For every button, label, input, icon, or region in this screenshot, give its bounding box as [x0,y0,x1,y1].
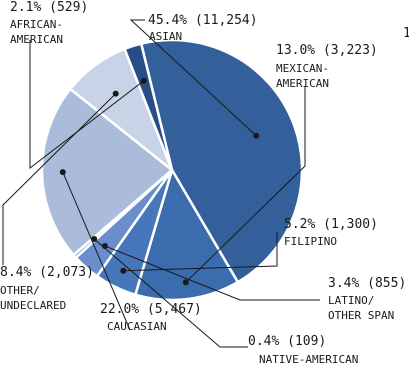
slice-value-filipino: 5.2% (1,300) [284,217,378,232]
pie-slice-caucasian [40,87,174,257]
leader-line-filipino [123,232,278,272]
slice-label-mexican-american-line-1: MEXICAN- [276,62,329,75]
leader-dot-caucasian [59,169,66,176]
slice-value-mexican-american: 13.0% (3,223) [276,43,378,58]
pie-slice-asian [139,38,304,284]
leader-line-latino-other-spanish [104,245,320,301]
slice-label-latino-other-spanish-line-2: OTHER SPAN [328,309,394,322]
slice-label-mexican-american-line-2: AMERICAN [276,77,329,90]
pie-slice-african-american [123,42,174,172]
slice-label-african-american-line-1: AFRICAN- [10,18,63,31]
leader-line-mexican-american [185,87,306,283]
leader-dot-other-undeclared [112,90,119,97]
pie-slices [40,38,304,302]
slice-label-caucasian: CAUCASIAN [107,320,167,333]
leader-dot-mexican-american [182,279,189,286]
leader-dot-native-american [91,236,98,242]
leader-dot-filipino [120,267,127,274]
leader-line-african-american [29,40,145,170]
slice-label-latino-other-spanish-line-1: LATINO/ [328,294,374,307]
slice-label-african-american-line-2: AMERICAN [10,33,63,46]
leader-line-native-american [93,238,248,348]
leader-dot-african-american [140,77,147,84]
slice-value-native-american: 0.4% (109) [248,334,326,349]
leader-dot-asian [253,132,260,139]
slice-value-other-undeclared: 8.4% (2,073) [0,265,94,280]
slice-value-asian: 45.4% (11,254) [148,13,258,28]
slice-value-african-american: 2.1% (529) [10,0,88,15]
slice-label-other-undeclared-line-2: UNDECLARED [0,299,66,312]
slice-label-other-undeclared-line-1: OTHER/ [0,284,40,297]
leader-line-caucasian [62,171,131,331]
slice-label-native-american: NATIVE-AMERICAN [259,353,358,366]
slice-value-latino-other-spanish: 3.4% (855) [328,276,406,291]
slice-value-caucasian: 22.0% (5,467) [100,302,202,317]
leader-line-asian [129,19,257,137]
slice-label-asian: ASIAN [149,30,182,43]
stray-label: 1 [403,26,409,41]
slice-label-filipino: FILIPINO [284,235,337,248]
